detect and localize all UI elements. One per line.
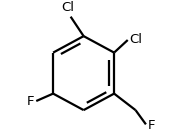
Text: Cl: Cl — [130, 33, 143, 46]
Text: Cl: Cl — [61, 1, 74, 14]
Text: F: F — [27, 95, 34, 108]
Text: F: F — [148, 119, 155, 132]
